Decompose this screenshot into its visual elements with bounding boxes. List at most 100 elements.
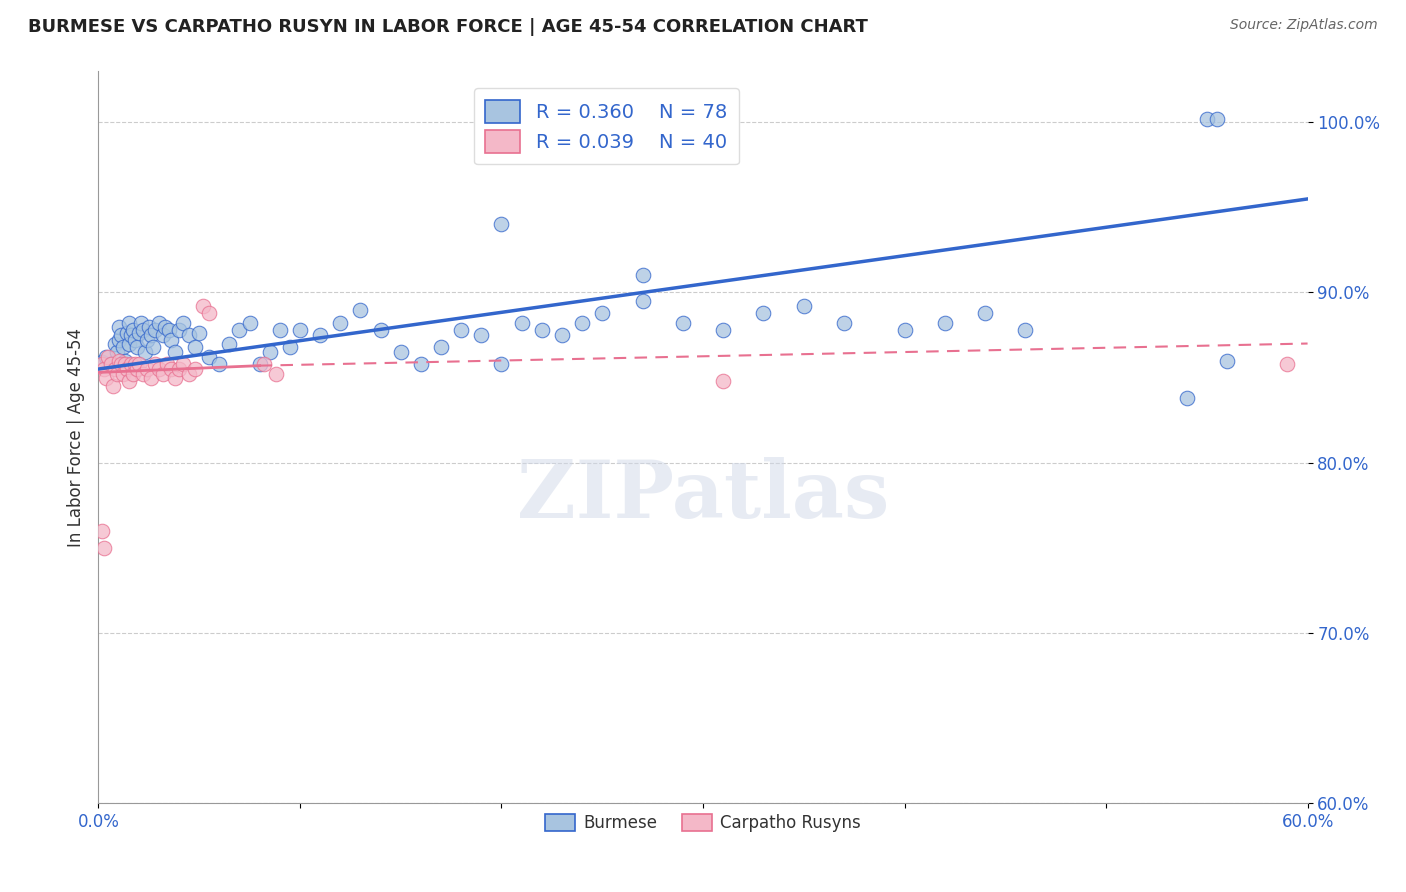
Point [450, 323, 472, 337]
Point [208, 357, 231, 371]
Point [510, 316, 533, 330]
Point [103, 336, 125, 351]
Point [329, 316, 352, 330]
Point [631, 293, 654, 308]
Point [198, 350, 221, 364]
Point [1277, 357, 1299, 371]
Point [571, 316, 593, 330]
Point [218, 336, 240, 351]
Point [124, 357, 146, 371]
Point [105, 367, 128, 381]
Point [163, 370, 186, 384]
Point [148, 316, 170, 330]
Point [193, 299, 215, 313]
Legend: Burmese, Carpatho Rusyns: Burmese, Carpatho Rusyns [538, 807, 868, 838]
Point [239, 316, 262, 330]
Point [125, 362, 148, 376]
Point [114, 353, 136, 368]
Point [139, 328, 162, 343]
Point [167, 362, 190, 376]
Point [115, 326, 138, 341]
Point [269, 323, 291, 337]
Point [152, 367, 174, 381]
Point [893, 323, 915, 337]
Point [160, 333, 183, 347]
Point [132, 367, 155, 381]
Point [110, 357, 132, 371]
Point [128, 357, 150, 371]
Point [491, 218, 513, 232]
Y-axis label: In Labor Force | Age 45-54: In Labor Force | Age 45-54 [66, 327, 84, 547]
Point [111, 340, 134, 354]
Point [93, 541, 115, 555]
Point [100, 357, 122, 371]
Point [184, 362, 207, 376]
Point [160, 362, 183, 376]
Point [121, 367, 143, 381]
Point [118, 374, 141, 388]
Point [249, 357, 271, 371]
Point [135, 362, 157, 376]
Point [934, 316, 956, 330]
Point [100, 357, 122, 371]
Point [370, 323, 392, 337]
Point [179, 328, 201, 343]
Point [832, 316, 855, 330]
Point [711, 323, 734, 337]
Point [1206, 112, 1229, 126]
Point [91, 355, 114, 369]
Point [167, 323, 190, 337]
Point [118, 316, 141, 330]
Point [179, 367, 201, 381]
Point [672, 316, 695, 330]
Point [142, 340, 165, 354]
Point [1195, 112, 1218, 126]
Point [96, 350, 118, 364]
Point [101, 379, 124, 393]
Point [259, 345, 281, 359]
Point [228, 323, 250, 337]
Point [107, 333, 129, 347]
Point [591, 306, 613, 320]
Point [107, 319, 129, 334]
Point [97, 350, 120, 364]
Point [1014, 323, 1036, 337]
Point [1216, 353, 1239, 368]
Point [148, 362, 170, 376]
Point [93, 362, 115, 376]
Point [120, 357, 142, 371]
Point [91, 357, 114, 371]
Point [156, 357, 179, 371]
Point [132, 323, 155, 337]
Point [128, 326, 150, 341]
Text: Source: ZipAtlas.com: Source: ZipAtlas.com [1230, 18, 1378, 32]
Point [631, 268, 654, 283]
Point [172, 357, 194, 371]
Point [129, 316, 152, 330]
Point [711, 374, 734, 388]
Point [430, 340, 453, 354]
Point [134, 345, 156, 359]
Point [184, 340, 207, 354]
Point [153, 319, 176, 334]
Point [105, 345, 128, 359]
Point [974, 306, 997, 320]
Point [530, 323, 553, 337]
Point [121, 323, 143, 337]
Point [253, 357, 276, 371]
Point [143, 323, 166, 337]
Point [96, 370, 118, 384]
Point [139, 370, 162, 384]
Point [491, 357, 513, 371]
Point [114, 357, 136, 371]
Point [120, 328, 142, 343]
Point [172, 316, 194, 330]
Point [188, 326, 211, 341]
Point [118, 336, 141, 351]
Point [389, 345, 412, 359]
Point [409, 357, 432, 371]
Point [752, 306, 775, 320]
Point [103, 362, 125, 376]
Point [138, 319, 160, 334]
Point [288, 323, 311, 337]
